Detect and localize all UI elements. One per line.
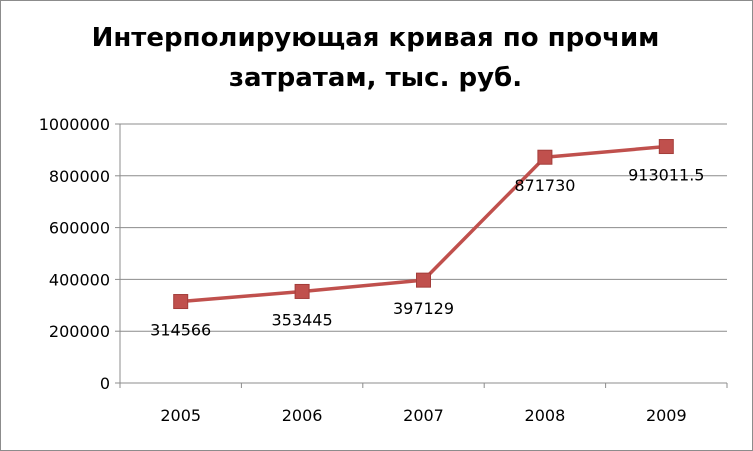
data-label: 871730 (514, 176, 575, 195)
x-tick-label: 2007 (403, 406, 444, 425)
data-point-marker (416, 272, 431, 288)
chart-title: Интерполирующая кривая по прочим затрата… (0, 18, 751, 98)
data-point-marker (294, 283, 310, 299)
y-tick-label: 0 (100, 374, 110, 393)
chart-title-line-1: Интерполирующая кривая по прочим (91, 23, 660, 53)
y-tick-label: 400000 (49, 270, 110, 289)
y-tick-label: 1000000 (39, 115, 110, 134)
data-label: 353445 (272, 310, 333, 329)
data-label: 314566 (150, 321, 211, 340)
x-tick-label: 2005 (160, 406, 201, 425)
data-point-marker (537, 149, 553, 165)
x-tick-label: 2006 (282, 406, 323, 425)
series-line (173, 139, 674, 310)
x-tick-label: 2009 (646, 406, 687, 425)
y-tick-label: 800000 (49, 167, 110, 186)
y-axis: 0 200000 400000 600000 800000 1000000 (39, 115, 121, 393)
y-tick-label: 600000 (49, 219, 110, 238)
data-label: 397129 (393, 299, 454, 318)
chart-title-line-2: затратам, тыс. руб. (228, 63, 523, 93)
data-label: 913011.5 (628, 166, 704, 185)
data-point-marker (173, 294, 189, 310)
x-tick-label: 2008 (525, 406, 566, 425)
y-tick-label: 200000 (49, 322, 110, 341)
x-axis: 2005 2006 2007 2008 2009 (119, 382, 728, 425)
data-labels: 314566 353445 397129 871730 913011.5 (150, 166, 704, 340)
data-point-marker (658, 139, 674, 155)
